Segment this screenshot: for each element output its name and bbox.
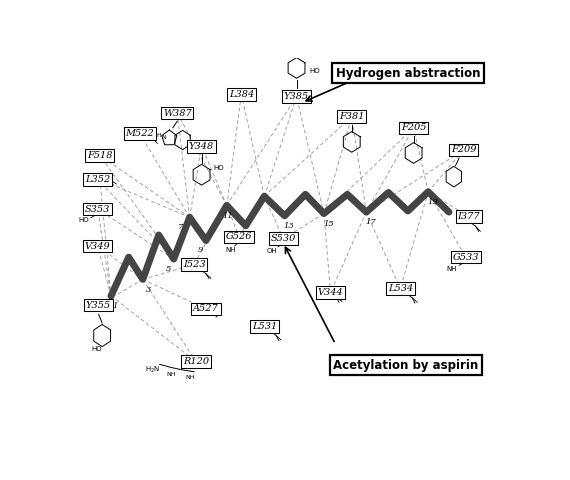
Text: F205: F205 [401, 123, 426, 132]
Text: 19: 19 [428, 198, 438, 206]
Text: M522: M522 [125, 129, 154, 138]
Text: 7: 7 [178, 223, 184, 231]
Text: Y348: Y348 [189, 142, 214, 151]
Text: 3: 3 [146, 286, 152, 294]
Text: V349: V349 [85, 241, 111, 251]
Text: NH: NH [225, 247, 235, 253]
Text: G533: G533 [453, 252, 479, 262]
Text: Y385: Y385 [284, 92, 309, 101]
Text: R120: R120 [183, 357, 209, 366]
Text: V344: V344 [317, 288, 344, 297]
Text: H$_2$N: H$_2$N [145, 365, 161, 375]
Text: W387: W387 [163, 108, 192, 118]
Text: L534: L534 [388, 284, 413, 293]
Text: I377: I377 [458, 212, 480, 221]
Text: 11: 11 [222, 212, 233, 220]
Text: 9: 9 [198, 246, 203, 254]
Text: 1: 1 [113, 302, 118, 311]
Text: Acetylation by aspirin: Acetylation by aspirin [333, 359, 479, 372]
Text: NH: NH [166, 372, 176, 377]
Text: NH: NH [185, 375, 194, 380]
Text: L384: L384 [229, 90, 254, 99]
Text: Y355: Y355 [86, 301, 111, 310]
Text: HO: HO [91, 346, 101, 352]
Text: S530: S530 [271, 234, 296, 243]
Text: I523: I523 [183, 260, 205, 269]
Text: NH: NH [447, 266, 457, 272]
Text: H: H [156, 132, 161, 138]
Text: HO: HO [78, 217, 89, 223]
Text: F209: F209 [451, 145, 477, 155]
Text: 17: 17 [365, 218, 376, 227]
Text: HO: HO [309, 68, 320, 74]
Text: HO: HO [213, 165, 223, 171]
Text: 15: 15 [323, 220, 333, 228]
Text: G526: G526 [226, 232, 253, 241]
Text: 13: 13 [284, 222, 295, 230]
Text: F381: F381 [339, 112, 364, 121]
Text: L531: L531 [252, 322, 278, 331]
Text: Hydrogen abstraction: Hydrogen abstraction [336, 67, 480, 80]
Text: L352: L352 [85, 175, 111, 184]
Text: 5: 5 [166, 265, 171, 274]
Text: N: N [162, 135, 166, 140]
Text: S353: S353 [85, 204, 111, 214]
Text: OH: OH [267, 248, 278, 253]
Text: F518: F518 [87, 151, 113, 160]
Text: A527: A527 [193, 304, 219, 313]
